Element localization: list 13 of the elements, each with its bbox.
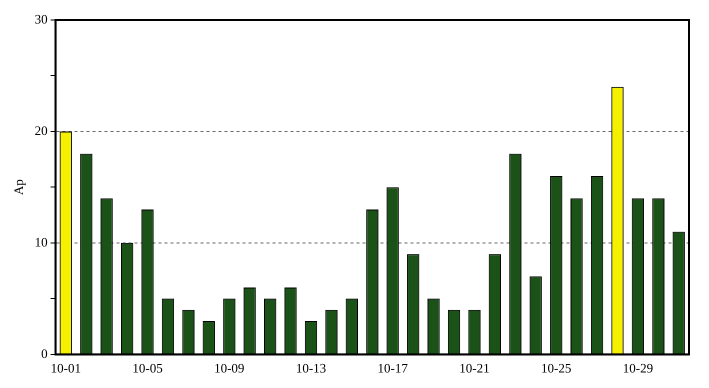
x-tick-label: 10-21	[459, 360, 490, 376]
y-axis-title: Ap	[11, 179, 26, 196]
y-tick-label: 30	[34, 11, 48, 26]
y-tick-label: 0	[41, 346, 48, 361]
x-tick-label: 10-29	[622, 360, 654, 376]
x-tick-label: 10-09	[214, 360, 244, 376]
x-tick-label: 10-05	[132, 360, 163, 376]
x-tick-label: 10-13	[296, 360, 326, 376]
y-tick-label: 10	[34, 234, 48, 250]
y-tick-label: 20	[34, 122, 48, 138]
x-tick-label: 10-01	[50, 360, 81, 376]
x-tick-label: 10-17	[378, 360, 408, 376]
x-tick-label: 10-25	[541, 360, 572, 376]
